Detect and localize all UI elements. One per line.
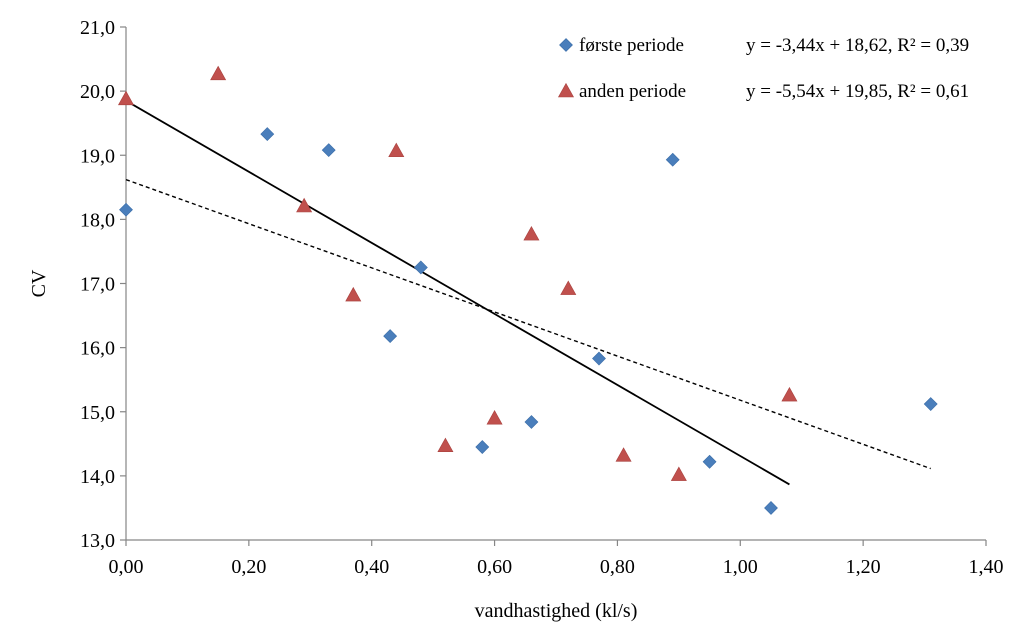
data-point: [383, 329, 398, 344]
data-point: [781, 386, 798, 402]
y-tick-label: 17,0: [80, 274, 115, 296]
data-point: [615, 447, 632, 462]
data-point: [437, 437, 454, 453]
data-point: [592, 351, 606, 366]
data-point: [388, 142, 405, 158]
trendline-forste-periode: [125, 178, 931, 470]
y-ticks: 13,0 14,0 15,0 16,0 17,0 18,0 19,0 20,0 21,0: [80, 17, 126, 552]
y-tick-label: 14,0: [80, 466, 115, 488]
legend-series-name: anden periode: [579, 81, 686, 102]
series-forste-periode: [119, 127, 938, 515]
x-tick-label: 1,20: [846, 556, 881, 578]
x-tick-label: 0,40: [354, 556, 389, 578]
data-point: [665, 152, 680, 167]
data-point: [210, 65, 227, 81]
data-point: [260, 127, 275, 142]
trendline-anden-periode: [125, 99, 790, 486]
x-tick-label: 0,60: [477, 556, 512, 578]
y-axis-title: CV: [28, 269, 50, 297]
legend: første periode y = -3,44x + 18,62, R² = …: [557, 35, 969, 102]
data-point: [119, 202, 133, 217]
series-anden-periode: [117, 65, 798, 481]
data-point: [524, 415, 539, 429]
x-tick-label: 0,00: [109, 556, 144, 578]
legend-marker-diamond-icon: [559, 38, 573, 52]
legend-entry-anden-periode: anden periode y = -5,54x + 19,85, R² = 0…: [557, 81, 969, 102]
y-tick-label: 16,0: [80, 338, 115, 360]
y-tick-label: 21,0: [80, 17, 115, 39]
data-point: [321, 143, 336, 158]
x-tick-label: 0,80: [600, 556, 635, 578]
data-point: [413, 260, 428, 275]
legend-marker-triangle-icon: [557, 82, 575, 98]
y-tick-label: 18,0: [80, 209, 115, 231]
data-points: [117, 65, 938, 515]
trendlines: [125, 99, 931, 486]
data-point: [702, 454, 717, 469]
data-point: [523, 226, 540, 241]
data-point: [296, 197, 313, 213]
data-point: [486, 410, 503, 425]
y-tick-label: 19,0: [80, 145, 115, 167]
data-point: [560, 280, 577, 295]
diamond-icon: [559, 38, 573, 52]
legend-series-name: første periode: [579, 35, 684, 56]
x-ticks: 0,00 0,20 0,40 0,60 0,80 1,00 1,20 1,40: [109, 540, 1004, 578]
legend-trendline-equation: y = -5,54x + 19,85, R² = 0,61: [746, 81, 969, 102]
triangle-icon: [557, 82, 575, 98]
y-tick-label: 13,0: [80, 530, 115, 552]
y-tick-label: 20,0: [80, 81, 115, 103]
y-tick-label: 15,0: [80, 402, 115, 424]
data-point: [670, 466, 687, 481]
legend-entry-forste-periode: første periode y = -3,44x + 18,62, R² = …: [559, 35, 969, 56]
data-point: [345, 286, 362, 302]
data-point: [475, 440, 490, 454]
data-point: [923, 397, 938, 411]
data-point: [117, 90, 135, 106]
x-axis-title: vandhastighed (kl/s): [475, 600, 638, 622]
data-point: [764, 501, 778, 515]
axes: 13,0 14,0 15,0 16,0 17,0 18,0 19,0 20,0 21,0 0,0…: [80, 17, 1004, 578]
legend-trendline-equation: y = -3,44x + 18,62, R² = 0,39: [746, 35, 969, 56]
x-tick-label: 1,00: [723, 556, 758, 578]
x-tick-label: 0,20: [231, 556, 266, 578]
x-tick-label: 1,40: [969, 556, 1004, 578]
